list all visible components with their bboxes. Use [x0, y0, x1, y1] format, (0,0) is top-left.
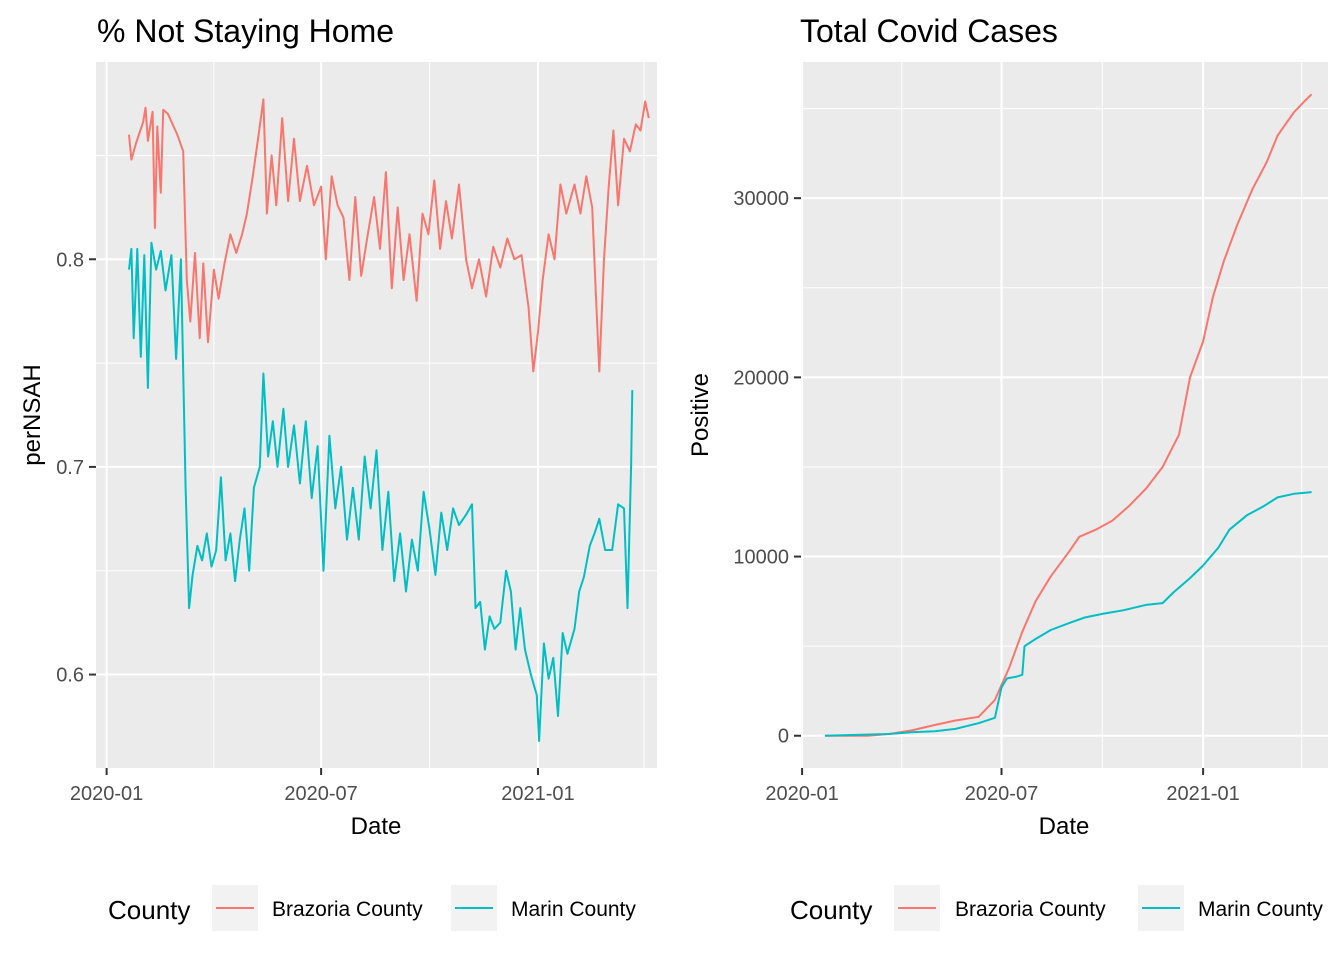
y-tick-label: 20000: [733, 367, 789, 389]
legend: County Brazoria County Marin County: [108, 885, 636, 931]
y-axis-title: perNSAH: [19, 364, 46, 465]
x-tick-label: 2021-01: [1166, 783, 1239, 805]
series-lines: [825, 93, 1313, 737]
plot-panel: [96, 62, 657, 768]
x-tick-label: 2021-01: [501, 783, 574, 805]
series-lines: [128, 98, 650, 742]
gridlines: [96, 62, 657, 768]
x-tick-label: 2020-07: [284, 783, 357, 805]
legend-title: County: [108, 895, 190, 925]
legend-label-marin: Marin County: [1198, 898, 1323, 921]
x-tick-label: 2020-01: [765, 783, 838, 805]
x-tick-label: 2020-07: [965, 783, 1038, 805]
y-tick-label: 0: [778, 726, 789, 748]
axis-ticks: 2020-01 2020-07 2021-01 0.6 0.7 0.8: [56, 249, 574, 805]
y-tick-label: 10000: [733, 547, 789, 569]
plot-panel: [801, 62, 1328, 768]
legend-title: County: [790, 895, 872, 925]
y-tick-label: 0.8: [56, 249, 84, 271]
axis-ticks: 2020-01 2020-07 2021-01 0 10000 20000 30000: [733, 188, 1239, 805]
series-line-marin: [128, 241, 634, 742]
series-line-brazoria: [825, 93, 1313, 737]
x-axis-title: Date: [1039, 813, 1090, 840]
x-tick-label: 2020-01: [70, 783, 143, 805]
legend-label-marin: Marin County: [511, 898, 636, 921]
legend: County Brazoria County Marin County: [790, 885, 1323, 931]
x-axis-title: Date: [351, 813, 402, 840]
y-axis-title: Positive: [687, 373, 714, 457]
legend-label-brazoria: Brazoria County: [272, 898, 423, 921]
chart-not-staying-home: % Not Staying Home 2020-01 2020-07 2021-01…: [19, 13, 657, 931]
series-line-brazoria: [128, 98, 650, 373]
y-tick-label: 0.7: [56, 457, 84, 479]
y-tick-label: 30000: [733, 188, 789, 210]
chart-title: Total Covid Cases: [800, 13, 1058, 49]
series-line-marin: [825, 491, 1312, 737]
chart-title: % Not Staying Home: [97, 13, 394, 49]
legend-label-brazoria: Brazoria County: [955, 898, 1106, 921]
chart-total-covid-cases: Total Covid Cases 2020-01 2020-07 2021-01 0…: [687, 13, 1328, 931]
y-tick-label: 0.6: [56, 665, 84, 687]
